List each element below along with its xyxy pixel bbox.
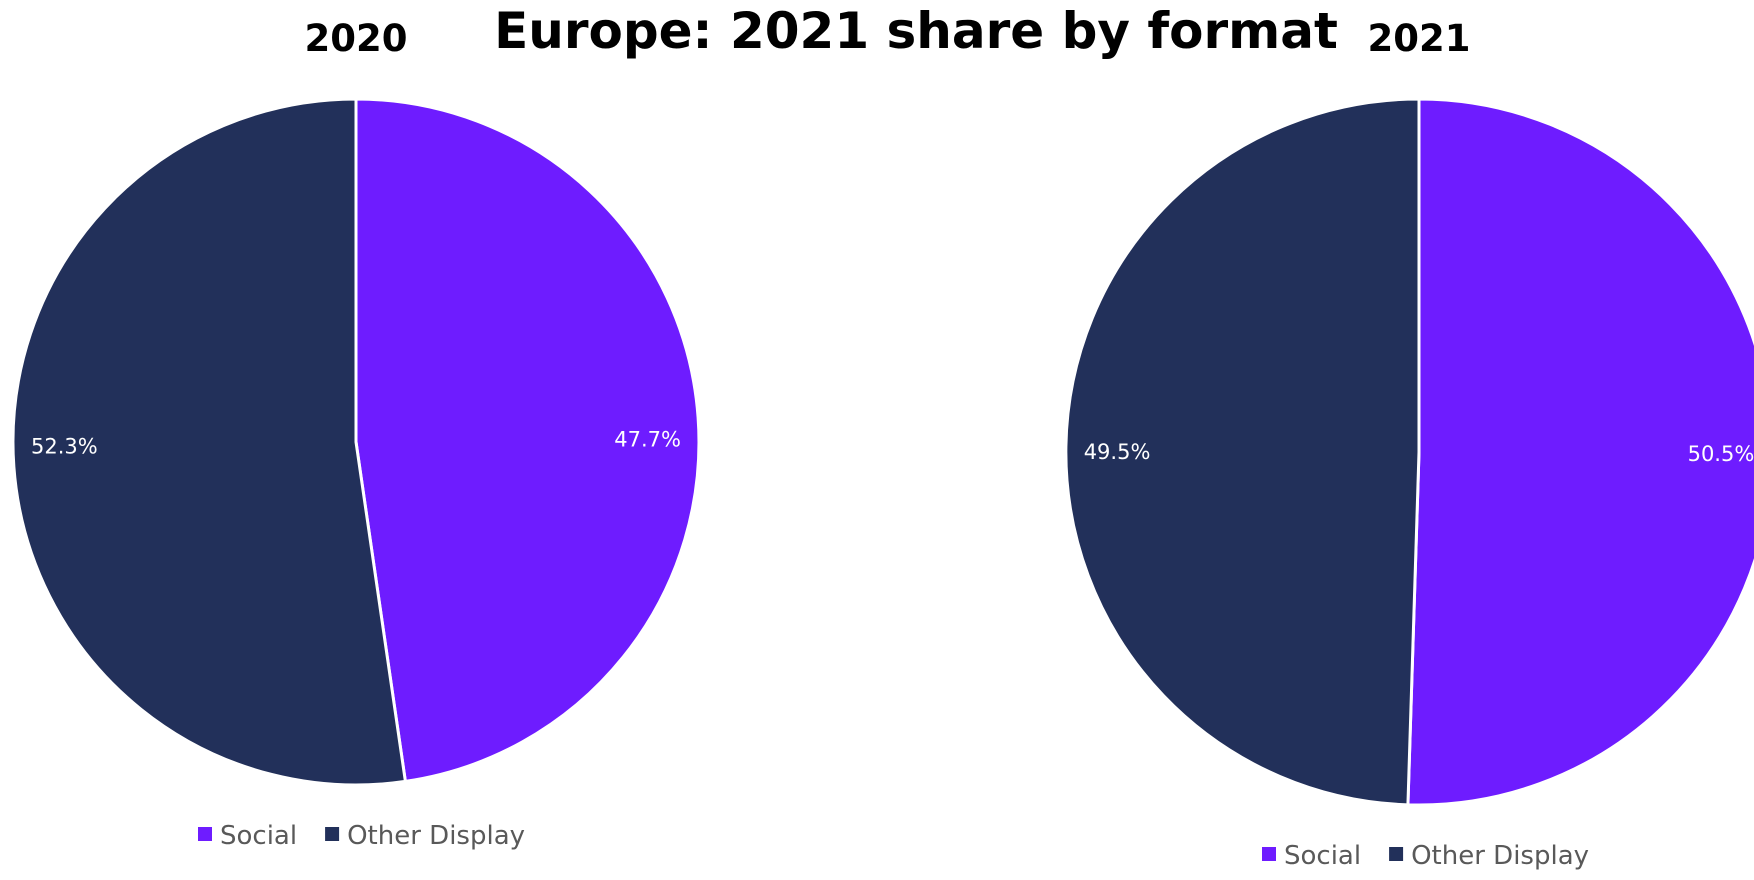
legend-label-social-2020: Social [220,821,297,851]
pie-slice-social-2020 [354,97,701,783]
chart-title-2020: 2020 [305,17,408,60]
data-label-social-2021: 50.5% [1688,442,1754,466]
pie-chart-2021: 2021 50.5% 49.5% Social Other Display [1064,17,1754,871]
data-label-social-2020: 47.7% [614,428,681,452]
legend-label-other-display-2021: Other Display [1411,841,1589,871]
pie-slices-2020 [11,97,701,787]
pie-slices-2021 [1064,97,1754,807]
pie-slice-other-display-2021 [1064,97,1421,807]
legend-swatch-social-2020 [198,827,212,841]
legend-swatch-other-display-2021 [1389,847,1404,861]
pie-data-labels-2021: 50.5% 49.5% [1084,440,1754,466]
legend-2020: Social Other Display [198,821,525,851]
data-label-other-display-2020: 52.3% [31,435,98,459]
legend-label-other-display-2020: Other Display [347,821,525,851]
legend-swatch-other-display-2020 [325,827,340,841]
legend-2021: Social Other Display [1262,841,1589,871]
data-label-other-display-2021: 49.5% [1084,440,1151,464]
legend-swatch-social-2021 [1262,847,1276,861]
pie-data-labels-2020: 47.7% 52.3% [31,428,681,459]
pie-slice-other-display-2020 [11,97,407,787]
pie-chart-2020: 2020 47.7% 52.3% Social Other Display [11,17,701,851]
main-title: Europe: 2021 share by format [494,2,1338,60]
legend-label-social-2021: Social [1284,841,1361,871]
chart-title-2021: 2021 [1368,17,1471,60]
pie-slice-social-2021 [1406,97,1754,807]
